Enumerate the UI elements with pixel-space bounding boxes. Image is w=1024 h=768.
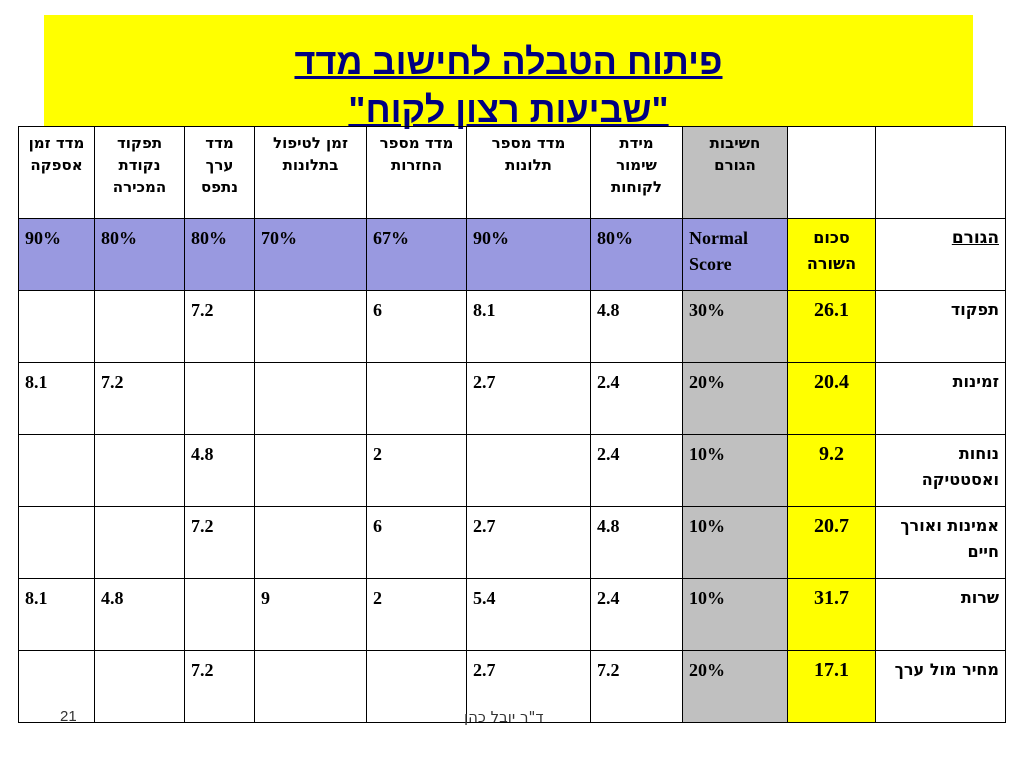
weight-cell: 20%: [682, 650, 788, 723]
weight-cell: 10%: [682, 506, 788, 579]
factor-name-cell: נוחות ואסטטיקה: [875, 434, 1006, 507]
value-cell: 4.8: [94, 578, 185, 651]
value-cell: 4.8: [590, 290, 683, 363]
factor-name-cell: אמינות ואורך חיים: [875, 506, 1006, 579]
header-complaints: מדד מספר תלונות: [466, 126, 591, 219]
value-cell: 4.8: [590, 506, 683, 579]
score-cell: 67%: [366, 218, 467, 291]
row-sum-label: סכום השורה: [787, 218, 876, 291]
value-cell: 7.2: [590, 650, 683, 723]
table-row: שרות 31.7 10% 2.4 5.4 2 9 4.8 8.1: [18, 578, 1006, 651]
row-sum-cell: 26.1: [787, 290, 876, 363]
value-cell: [18, 290, 95, 363]
value-cell: [18, 650, 95, 723]
value-cell: [254, 434, 367, 507]
header-cell-empty-1: [875, 126, 1006, 219]
score-cell: 90%: [18, 218, 95, 291]
header-handling-time: זמן לטיפול בתלונות: [254, 126, 367, 219]
slide-title-line-2: "שביעות רצון לקוח": [348, 89, 669, 130]
table-row: זמינות 20.4 20% 2.4 2.7 7.2 8.1: [18, 362, 1006, 435]
header-supply-time: מדד זמן אספקה: [18, 126, 95, 219]
header-importance: חשיבות הגורם: [682, 126, 788, 219]
value-cell: [254, 362, 367, 435]
weight-cell: 30%: [682, 290, 788, 363]
value-cell: 2.7: [466, 506, 591, 579]
author-credit: ד"ר יובל כהן: [464, 708, 544, 726]
row-sum-cell: 17.1: [787, 650, 876, 723]
value-cell: 6: [366, 506, 467, 579]
value-cell: 5.4: [466, 578, 591, 651]
value-cell: [184, 362, 255, 435]
value-cell: [254, 506, 367, 579]
value-cell: [94, 650, 185, 723]
value-cell: 2.4: [590, 578, 683, 651]
value-cell: [94, 290, 185, 363]
table-body: תפקוד 26.1 30% 4.8 8.1 6 7.2 זמינות 20.4 20% 2.4 2.…: [18, 290, 1006, 723]
satisfaction-index-table: חשיבות הגורם מידת שימור לקוחות מדד מספר …: [18, 126, 1006, 723]
score-cell: 80%: [184, 218, 255, 291]
value-cell: [94, 506, 185, 579]
value-cell: 7.2: [184, 290, 255, 363]
row-sum-cell: 9.2: [787, 434, 876, 507]
value-cell: [94, 434, 185, 507]
value-cell: [366, 650, 467, 723]
value-cell: 2: [366, 578, 467, 651]
value-cell: 2.4: [590, 362, 683, 435]
table-row: אמינות ואורך חיים 20.7 10% 4.8 2.7 6 7.2: [18, 506, 1006, 579]
weight-cell: 10%: [682, 434, 788, 507]
score-cell: 80%: [94, 218, 185, 291]
normal-score-label: Normal Score: [682, 218, 788, 291]
weight-cell: 20%: [682, 362, 788, 435]
row-sum-cell: 20.4: [787, 362, 876, 435]
row-sum-cell: 31.7: [787, 578, 876, 651]
value-cell: 7.2: [184, 650, 255, 723]
table-row: מחיר מול ערך 17.1 20% 7.2 2.7 7.2: [18, 650, 1006, 723]
value-cell: [254, 290, 367, 363]
header-returns: מדד מספר החזרות: [366, 126, 467, 219]
value-cell: [254, 650, 367, 723]
factor-name-cell: זמינות: [875, 362, 1006, 435]
table-header-row: חשיבות הגורם מידת שימור לקוחות מדד מספר …: [18, 126, 1006, 219]
value-cell: [18, 506, 95, 579]
score-cell: 90%: [466, 218, 591, 291]
header-perceived-value: מדד ערך נתפס: [184, 126, 255, 219]
factor-name-cell: שרות: [875, 578, 1006, 651]
normal-score-row: הגורם סכום השורה Normal Score 80% 90% 67…: [18, 218, 1006, 291]
table-row: תפקוד 26.1 30% 4.8 8.1 6 7.2: [18, 290, 1006, 363]
weight-cell: 10%: [682, 578, 788, 651]
table-row: נוחות ואסטטיקה 9.2 10% 2.4 2 4.8: [18, 434, 1006, 507]
slide-number: 21: [60, 708, 77, 725]
value-cell: [466, 434, 591, 507]
value-cell: 7.2: [94, 362, 185, 435]
header-retention: מידת שימור לקוחות: [590, 126, 683, 219]
header-pos-function: תפקוד נקודת המכירה: [94, 126, 185, 219]
value-cell: 4.8: [184, 434, 255, 507]
value-cell: 2.4: [590, 434, 683, 507]
value-cell: [184, 578, 255, 651]
slide-title-line-1: פיתוח הטבלה לחישוב מדד: [294, 41, 723, 82]
value-cell: 2.7: [466, 362, 591, 435]
score-cell: 70%: [254, 218, 367, 291]
value-cell: 8.1: [466, 290, 591, 363]
value-cell: [366, 362, 467, 435]
title-banner: פיתוח הטבלה לחישוב מדד "שביעות רצון לקוח…: [44, 15, 973, 130]
factor-name-cell: מחיר מול ערך: [875, 650, 1006, 723]
value-cell: 8.1: [18, 362, 95, 435]
value-cell: 2: [366, 434, 467, 507]
value-cell: [18, 434, 95, 507]
value-cell: 6: [366, 290, 467, 363]
value-cell: 9: [254, 578, 367, 651]
row-sum-cell: 20.7: [787, 506, 876, 579]
score-cell: 80%: [590, 218, 683, 291]
factor-name-cell: תפקוד: [875, 290, 1006, 363]
factors-column-label: הגורם: [875, 218, 1006, 291]
value-cell: 2.7: [466, 650, 591, 723]
value-cell: 8.1: [18, 578, 95, 651]
value-cell: 7.2: [184, 506, 255, 579]
header-cell-empty-2: [787, 126, 876, 219]
